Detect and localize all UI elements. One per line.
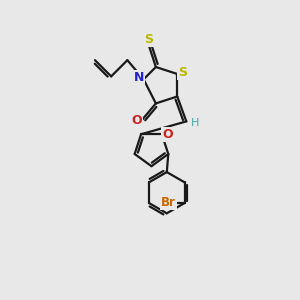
Text: Br: Br <box>161 196 176 209</box>
Text: O: O <box>162 128 173 141</box>
Text: S: S <box>178 66 187 79</box>
Text: H: H <box>190 118 199 128</box>
Text: S: S <box>144 33 153 46</box>
Text: N: N <box>134 71 144 84</box>
Text: O: O <box>131 114 142 127</box>
